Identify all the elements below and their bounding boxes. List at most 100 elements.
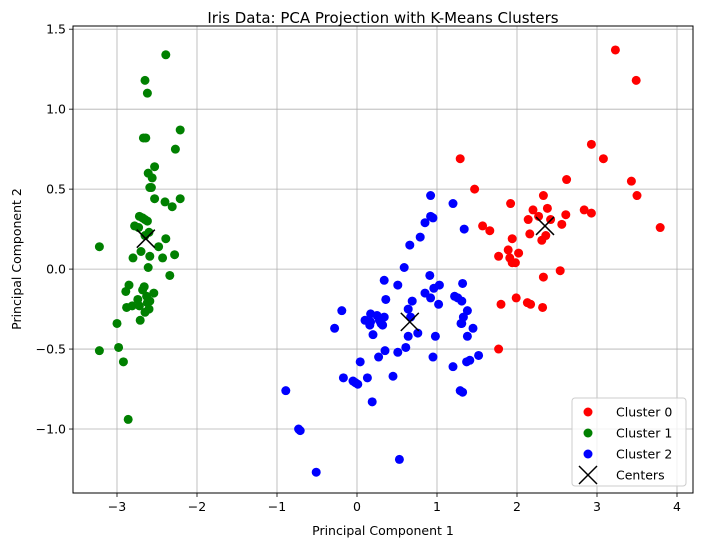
data-point	[145, 296, 155, 306]
data-point	[557, 219, 567, 229]
y-axis-label: Principal Component 2	[9, 188, 24, 330]
data-point	[420, 218, 430, 228]
data-point	[586, 208, 596, 218]
data-point	[425, 270, 435, 280]
cluster-center-marker	[136, 229, 156, 249]
data-point	[388, 371, 398, 381]
center-stroke	[400, 312, 420, 332]
data-point	[407, 296, 417, 306]
data-point	[167, 202, 177, 212]
data-point	[537, 235, 547, 245]
data-point	[631, 75, 641, 85]
data-point	[136, 247, 146, 257]
legend-label: Cluster 2	[616, 447, 672, 462]
data-point	[380, 346, 390, 356]
x-tick-label: −2	[188, 499, 206, 514]
data-points	[94, 45, 665, 477]
data-point	[165, 270, 175, 280]
center-stroke	[136, 229, 156, 249]
y-tick-label: −1.0	[36, 422, 66, 437]
data-point	[94, 346, 104, 356]
series-cluster-2	[281, 191, 484, 477]
data-point	[367, 397, 377, 407]
series-centers	[136, 216, 555, 332]
data-point	[112, 318, 122, 328]
data-point	[413, 328, 423, 338]
data-point	[507, 234, 517, 244]
data-point	[434, 299, 444, 309]
data-point	[626, 176, 636, 186]
data-point	[538, 191, 548, 201]
data-point	[399, 262, 409, 272]
data-point	[145, 251, 155, 261]
data-point	[134, 301, 144, 311]
data-point	[468, 323, 478, 333]
data-point	[311, 467, 321, 477]
data-point	[496, 299, 506, 309]
data-point	[503, 245, 513, 255]
data-point	[403, 304, 413, 314]
data-point	[121, 286, 131, 296]
data-point	[428, 352, 438, 362]
legend-marker	[578, 465, 598, 485]
data-point	[337, 306, 347, 316]
data-point	[428, 213, 438, 223]
data-point	[330, 323, 340, 333]
data-point	[281, 386, 291, 396]
data-point	[598, 154, 608, 164]
data-point	[158, 253, 168, 263]
y-tick-label: 0.0	[46, 262, 66, 277]
data-point	[142, 88, 152, 98]
data-point	[405, 240, 415, 250]
data-point	[374, 352, 384, 362]
data-point	[135, 315, 145, 325]
data-point	[170, 144, 180, 154]
data-point	[140, 307, 150, 317]
data-point	[147, 173, 157, 183]
x-tick-label: 4	[673, 499, 681, 514]
data-point	[632, 191, 642, 201]
data-point	[145, 183, 155, 193]
data-point	[429, 283, 439, 293]
cluster-center-marker	[535, 216, 555, 236]
data-point	[462, 306, 472, 316]
data-point	[448, 199, 458, 209]
data-point	[160, 197, 170, 207]
data-point	[561, 210, 571, 220]
center-stroke	[535, 216, 555, 236]
data-point	[140, 75, 150, 85]
data-point	[426, 293, 436, 303]
axis-ticks: −3 −2 −1 0 1 2 3 4 −1.0 −0.5 0.0 0.5 1.0 1.5	[36, 22, 681, 514]
data-point	[426, 191, 436, 201]
data-point	[149, 288, 159, 298]
data-point	[526, 299, 536, 309]
data-point	[94, 242, 104, 252]
data-point	[525, 229, 535, 239]
data-point	[430, 331, 440, 341]
x-axis-label: Principal Component 1	[312, 523, 454, 538]
data-point	[506, 199, 516, 209]
legend-marker	[583, 449, 593, 459]
x-tick-label: −1	[268, 499, 286, 514]
data-point	[455, 154, 465, 164]
data-point	[465, 355, 475, 365]
data-point	[150, 162, 160, 172]
series-cluster-1	[94, 50, 185, 424]
data-point	[161, 234, 171, 244]
x-tick-label: −3	[108, 499, 126, 514]
data-point	[393, 280, 403, 290]
data-point	[362, 373, 372, 383]
data-point	[538, 302, 548, 312]
legend-box	[571, 397, 687, 487]
data-point	[142, 216, 152, 226]
legend-marker	[583, 407, 593, 417]
data-point	[494, 251, 504, 261]
data-point	[462, 331, 472, 341]
legend-label: Cluster 1	[616, 426, 672, 441]
data-point	[458, 387, 468, 397]
data-point	[474, 350, 484, 360]
x-tick-label: 3	[593, 499, 601, 514]
data-point	[538, 272, 548, 282]
data-point	[295, 426, 305, 436]
